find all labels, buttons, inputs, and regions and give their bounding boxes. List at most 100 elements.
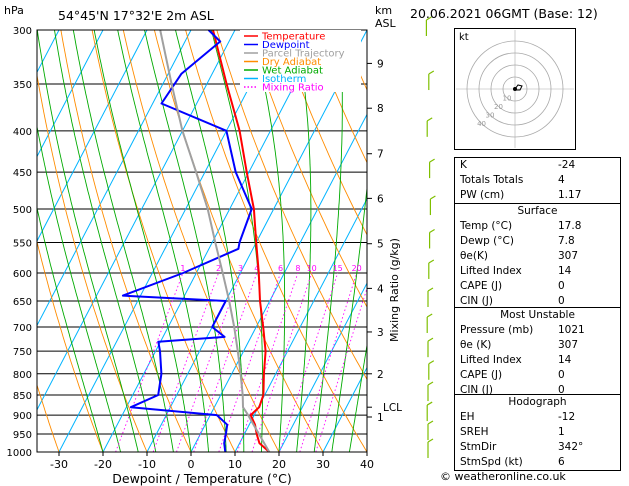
- mixing-ratio-label-15: 15: [333, 264, 343, 273]
- row-label: θe (K): [460, 339, 492, 351]
- table-row: PW (cm) 1.17: [455, 188, 620, 203]
- mixing-ratio-label-3: 3: [238, 264, 243, 273]
- km-tick-1: 1: [377, 412, 384, 424]
- mixing-ratio-line: [315, 286, 367, 452]
- row-label: CIN (J): [460, 384, 493, 396]
- isotherm: [278, 282, 367, 452]
- dry-adiabat: [37, 239, 104, 452]
- row-label: SREH: [460, 426, 489, 438]
- indices-table: K -24 Totals Totals 4 PW (cm) 1.17: [454, 157, 621, 204]
- pressure-tick-850: 850: [13, 391, 32, 402]
- row-value: 4: [558, 174, 565, 186]
- series-parcel-trajectory: [159, 30, 271, 452]
- pressure-tick-300: 300: [13, 26, 32, 37]
- row-value: 307: [558, 250, 579, 262]
- legend-label: Isotherm: [262, 74, 306, 85]
- isotherm: [58, 30, 280, 452]
- table-row: CAPE (J) 0: [455, 368, 620, 383]
- dry-adiabat: [278, 30, 367, 236]
- pressure-tick-550: 550: [13, 238, 32, 249]
- hodograph-table: Hodograph EH -12 SREH 1 StmDir 342° StmSpd (kt)…: [454, 394, 621, 471]
- wind-barb-feather: [428, 70, 435, 75]
- wind-barb-feather: [427, 337, 434, 342]
- mixing-ratio-label-4: 4: [254, 264, 259, 273]
- km-tick-6: 6: [377, 193, 384, 205]
- row-label: Temp (°C): [460, 220, 513, 232]
- temp-tick-30: 30: [316, 458, 330, 471]
- isotherm: [322, 366, 367, 452]
- dry-adiabat: [216, 30, 367, 381]
- km-tick-9: 9: [377, 58, 384, 70]
- hodograph-unit: kt: [459, 32, 469, 43]
- hodograph-origin: [513, 87, 517, 91]
- mixing-ratio-line: [251, 272, 313, 452]
- wet-adiabat: [93, 30, 192, 452]
- mixing-ratio-label-1: 1: [180, 264, 185, 273]
- row-value: 1: [558, 426, 565, 438]
- row-label: Pressure (mb): [460, 324, 534, 336]
- isotherm: [37, 30, 104, 158]
- row-label: θe(K): [460, 250, 488, 262]
- wet-adiabat: [72, 30, 174, 452]
- wet-adiabat: [331, 184, 367, 452]
- wind-barb-feather: [428, 259, 435, 264]
- legend-label: Mixing Ratio: [262, 83, 324, 94]
- mixing-ratio-label-6: 6: [278, 264, 283, 273]
- row-value: 14: [558, 265, 572, 277]
- row-value: 1021: [558, 324, 585, 336]
- row-label: StmDir: [460, 441, 497, 453]
- tbl-mu-title: Most Unstable: [500, 309, 575, 321]
- isotherm: [37, 30, 236, 411]
- series-dewpoint: [121, 30, 253, 452]
- dry-adiabat: [185, 30, 367, 452]
- wind-barb-feather: [426, 401, 433, 406]
- top-left-unit: hPa: [4, 4, 24, 17]
- row-value: 342°: [558, 441, 584, 453]
- pressure-tick-700: 700: [13, 323, 32, 334]
- row-label: Lifted Index: [460, 265, 522, 277]
- row-label: EH: [460, 411, 475, 423]
- legend-label: Wet Adiabat: [262, 66, 323, 77]
- pressure-tick-950: 950: [13, 430, 32, 441]
- wind-barb-feather: [427, 420, 434, 425]
- table-row: SREH 1: [455, 425, 620, 440]
- km-tick-4: 4: [377, 283, 384, 295]
- km-unit: km: [375, 4, 392, 17]
- table-row: K -24: [455, 158, 620, 173]
- asl-unit: ASL: [375, 17, 397, 30]
- legend-label: Temperature: [261, 32, 325, 43]
- table-row: StmSpd (kt) 6: [455, 455, 620, 470]
- surface-table: Surface Temp (°C) 17.8 Dewp (°C) 7.8 θe(K) 307…: [454, 203, 621, 310]
- lcl-label: LCL: [383, 402, 402, 414]
- row-label: Dewp (°C): [460, 235, 514, 247]
- km-tick-3: 3: [377, 327, 384, 339]
- wind-barb-feather: [426, 117, 433, 122]
- table-row: Temp (°C) 17.8: [455, 219, 620, 234]
- dry-adiabat: [60, 30, 192, 452]
- wet-adiabat: [37, 30, 139, 452]
- row-value: 1.17: [558, 189, 582, 201]
- table-row: CAPE (J) 0: [455, 279, 620, 294]
- temp-tick-40: 40: [360, 458, 374, 471]
- row-label: CAPE (J): [460, 369, 503, 381]
- dry-adiabat: [37, 383, 60, 452]
- km-tick-2: 2: [377, 369, 384, 381]
- table-row: Totals Totals 4: [455, 173, 620, 188]
- wind-barb-feather: [426, 16, 432, 21]
- isotherm: [37, 30, 148, 243]
- temp-tick-20: 20: [272, 458, 286, 471]
- table-row: Lifted Index 14: [455, 353, 620, 368]
- wind-barb-feather: [427, 438, 434, 443]
- wind-barb-feather: [428, 360, 435, 365]
- hodograph-ring-label: 40: [477, 120, 486, 128]
- pressure-tick-750: 750: [13, 347, 32, 358]
- dry-adiabat: [37, 72, 148, 452]
- row-label: Totals Totals: [460, 174, 524, 186]
- most-unstable-table: Most Unstable Pressure (mb) 1021 θe (K) 307 L…: [454, 307, 621, 399]
- row-value: 0: [558, 280, 565, 292]
- row-value: 7.8: [558, 235, 575, 247]
- mixing-ratio-line: [299, 272, 358, 452]
